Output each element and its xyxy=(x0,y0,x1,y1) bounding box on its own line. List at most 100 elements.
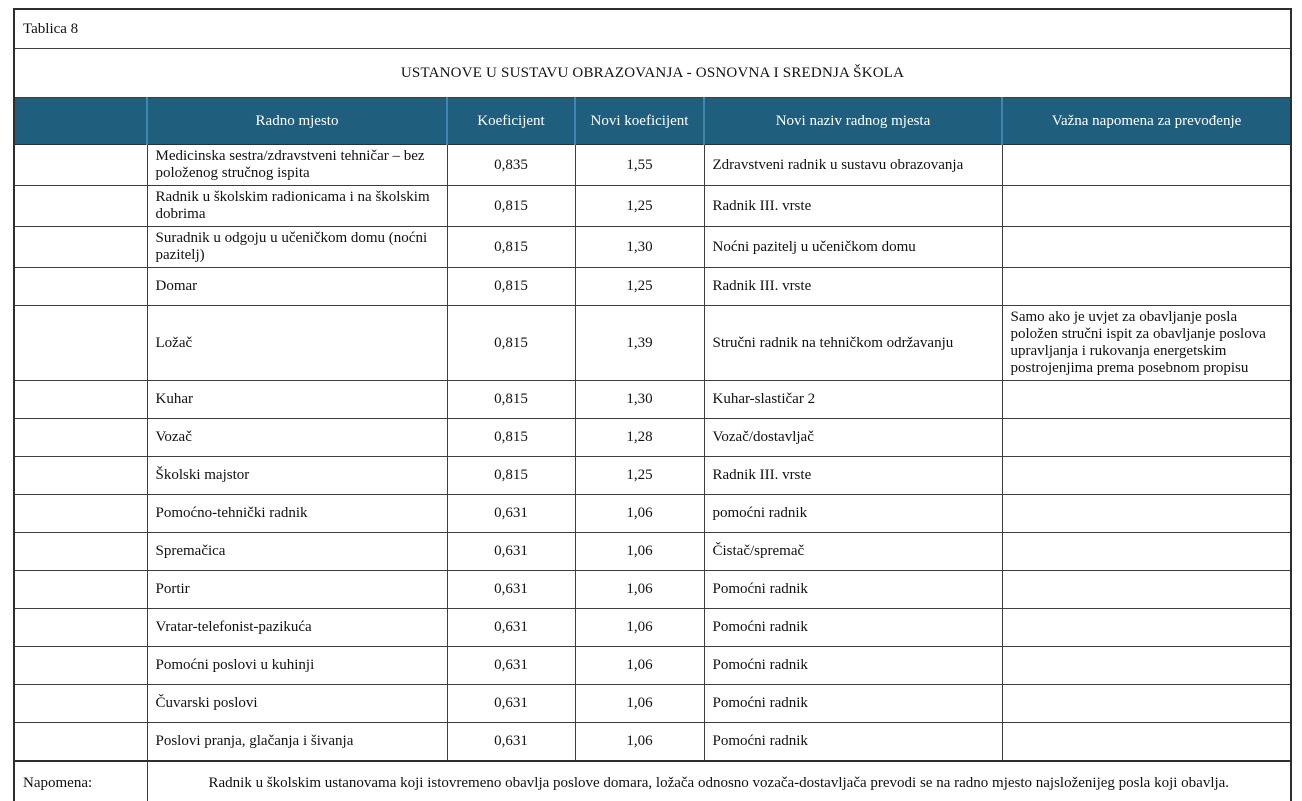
table-row: Portir 0,631 1,06 Pomoćni radnik xyxy=(13,570,1292,609)
cell-vazna-napomena xyxy=(1001,722,1292,762)
cell-vazna-napomena xyxy=(1001,267,1292,306)
cell-rb xyxy=(13,267,148,306)
cell-novi-naziv: Vozač/dostavljač xyxy=(703,418,1003,457)
cell-novi-koeficijent: 1,55 xyxy=(574,144,705,186)
cell-rb xyxy=(13,646,148,685)
cell-novi-naziv: Stručni radnik na tehničkom održavanju xyxy=(703,305,1003,381)
cell-radno-mjesto: Radnik u školskim radionicama i na škols… xyxy=(146,185,448,227)
cell-vazna-napomena xyxy=(1001,380,1292,419)
cell-novi-koeficijent: 1,06 xyxy=(574,684,705,723)
cell-novi-naziv: Zdravstveni radnik u sustavu obrazovanja xyxy=(703,144,1003,186)
cell-radno-mjesto: Spremačica xyxy=(146,532,448,571)
job-coefficients-table: Tablica 8 USTANOVE U SUSTAVU OBRAZOVANJA… xyxy=(13,8,1293,801)
cell-radno-mjesto: Suradnik u odgoju u učeničkom domu (noćn… xyxy=(146,226,448,268)
cell-rb xyxy=(13,185,148,227)
cell-radno-mjesto: Ložač xyxy=(146,305,448,381)
cell-radno-mjesto: Medicinska sestra/zdravstveni tehničar –… xyxy=(146,144,448,186)
table-row: Vratar-telefonist-pazikuća 0,631 1,06 Pomoć… xyxy=(13,608,1292,647)
table-row: Pomoćno-tehnički radnik 0,631 1,06 pomoćni … xyxy=(13,494,1292,533)
cell-koeficijent: 0,631 xyxy=(446,570,576,609)
cell-koeficijent: 0,815 xyxy=(446,226,576,268)
cell-rb xyxy=(13,532,148,571)
table-row: Čuvarski poslovi 0,631 1,06 Pomoćni radnik xyxy=(13,684,1292,723)
table-row: Kuhar 0,815 1,30 Kuhar-slastičar 2 xyxy=(13,380,1292,419)
cell-rb xyxy=(13,418,148,457)
cell-novi-koeficijent: 1,30 xyxy=(574,226,705,268)
cell-vazna-napomena xyxy=(1001,494,1292,533)
cell-novi-naziv: Noćni pazitelj u učeničkom domu xyxy=(703,226,1003,268)
footer-note-label: Napomena: xyxy=(13,760,148,801)
cell-novi-naziv: Pomoćni radnik xyxy=(703,646,1003,685)
cell-rb xyxy=(13,684,148,723)
cell-vazna-napomena xyxy=(1001,418,1292,457)
footer-note-text: Radnik u školskim ustanovama koji istovr… xyxy=(146,760,1292,801)
cell-rb xyxy=(13,380,148,419)
cell-radno-mjesto: Kuhar xyxy=(146,380,448,419)
cell-koeficijent: 0,815 xyxy=(446,185,576,227)
cell-radno-mjesto: Školski majstor xyxy=(146,456,448,495)
column-header-rb xyxy=(13,97,148,145)
cell-novi-koeficijent: 1,25 xyxy=(574,267,705,306)
table-row: Domar 0,815 1,25 Radnik III. vrste xyxy=(13,267,1292,306)
column-header-radno-mjesto: Radno mjesto xyxy=(146,97,448,145)
cell-vazna-napomena xyxy=(1001,608,1292,647)
table-row: Radnik u školskim radionicama i na škols… xyxy=(13,185,1292,227)
cell-novi-koeficijent: 1,28 xyxy=(574,418,705,457)
cell-vazna-napomena xyxy=(1001,144,1292,186)
cell-vazna-napomena: Samo ako je uvjet za obavljanje posla po… xyxy=(1001,305,1292,381)
cell-radno-mjesto: Pomoćno-tehnički radnik xyxy=(146,494,448,533)
cell-koeficijent: 0,631 xyxy=(446,646,576,685)
footer-row: Napomena: Radnik u školskim ustanovama k… xyxy=(13,760,1292,801)
cell-radno-mjesto: Vozač xyxy=(146,418,448,457)
cell-novi-naziv: Pomoćni radnik xyxy=(703,722,1003,762)
table-row: Suradnik u odgoju u učeničkom domu (noćn… xyxy=(13,226,1292,268)
cell-novi-naziv: Radnik III. vrste xyxy=(703,185,1003,227)
cell-novi-naziv: pomoćni radnik xyxy=(703,494,1003,533)
cell-novi-naziv: Čistač/spremač xyxy=(703,532,1003,571)
table-row: Spremačica 0,631 1,06 Čistač/spremač xyxy=(13,532,1292,571)
cell-rb xyxy=(13,456,148,495)
cell-koeficijent: 0,815 xyxy=(446,267,576,306)
cell-novi-koeficijent: 1,39 xyxy=(574,305,705,381)
cell-novi-koeficijent: 1,25 xyxy=(574,185,705,227)
cell-radno-mjesto: Poslovi pranja, glačanja i šivanja xyxy=(146,722,448,762)
cell-novi-naziv: Radnik III. vrste xyxy=(703,456,1003,495)
cell-novi-koeficijent: 1,30 xyxy=(574,380,705,419)
cell-radno-mjesto: Portir xyxy=(146,570,448,609)
cell-rb xyxy=(13,226,148,268)
cell-vazna-napomena xyxy=(1001,532,1292,571)
cell-koeficijent: 0,815 xyxy=(446,456,576,495)
cell-vazna-napomena xyxy=(1001,226,1292,268)
table-row: Školski majstor 0,815 1,25 Radnik III. vrst… xyxy=(13,456,1292,495)
cell-vazna-napomena xyxy=(1001,456,1292,495)
cell-vazna-napomena xyxy=(1001,646,1292,685)
table-row: Pomoćni poslovi u kuhinji 0,631 1,06 Pomoćn… xyxy=(13,646,1292,685)
document-page: Tablica 8 USTANOVE U SUSTAVU OBRAZOVANJA… xyxy=(0,8,1302,801)
cell-koeficijent: 0,631 xyxy=(446,532,576,571)
cell-koeficijent: 0,631 xyxy=(446,494,576,533)
cell-vazna-napomena xyxy=(1001,684,1292,723)
cell-radno-mjesto: Pomoćni poslovi u kuhinji xyxy=(146,646,448,685)
cell-novi-naziv: Pomoćni radnik xyxy=(703,570,1003,609)
cell-koeficijent: 0,631 xyxy=(446,608,576,647)
cell-radno-mjesto: Čuvarski poslovi xyxy=(146,684,448,723)
table-row: Ložač 0,815 1,39 Stručni radnik na tehničko… xyxy=(13,305,1292,381)
cell-rb xyxy=(13,305,148,381)
cell-rb xyxy=(13,494,148,533)
column-header-novi-koeficijent: Novi koeficijent xyxy=(574,97,705,145)
cell-rb xyxy=(13,608,148,647)
cell-novi-koeficijent: 1,06 xyxy=(574,722,705,762)
caption-row: Tablica 8 xyxy=(13,8,1292,49)
cell-radno-mjesto: Vratar-telefonist-pazikuća xyxy=(146,608,448,647)
cell-koeficijent: 0,815 xyxy=(446,418,576,457)
cell-rb xyxy=(13,570,148,609)
column-header-novi-naziv: Novi naziv radnog mjesta xyxy=(703,97,1003,145)
cell-koeficijent: 0,815 xyxy=(446,380,576,419)
cell-rb xyxy=(13,144,148,186)
cell-novi-koeficijent: 1,06 xyxy=(574,494,705,533)
cell-vazna-napomena xyxy=(1001,185,1292,227)
cell-koeficijent: 0,815 xyxy=(446,305,576,381)
cell-novi-koeficijent: 1,25 xyxy=(574,456,705,495)
cell-koeficijent: 0,631 xyxy=(446,684,576,723)
table-row: Vozač 0,815 1,28 Vozač/dostavljač xyxy=(13,418,1292,457)
